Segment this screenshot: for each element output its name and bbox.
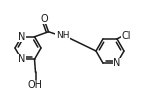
Text: N: N [113,58,121,68]
Text: N: N [18,32,25,42]
Text: O: O [41,14,48,24]
Text: OH: OH [28,80,43,90]
Text: Cl: Cl [121,31,131,41]
Text: N: N [18,54,25,64]
Text: NH: NH [56,31,69,40]
